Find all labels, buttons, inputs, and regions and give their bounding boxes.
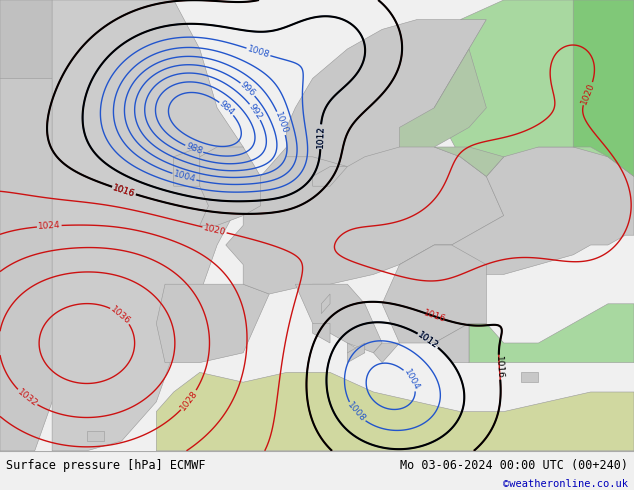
Polygon shape <box>434 0 634 176</box>
Polygon shape <box>287 20 486 167</box>
Text: 988: 988 <box>184 142 204 156</box>
Polygon shape <box>434 323 469 363</box>
Polygon shape <box>52 0 243 451</box>
Polygon shape <box>399 49 486 147</box>
Polygon shape <box>382 245 486 343</box>
Text: 1016: 1016 <box>112 183 136 198</box>
Text: 1024: 1024 <box>37 221 61 231</box>
Polygon shape <box>313 167 347 186</box>
Text: 1008: 1008 <box>346 401 367 424</box>
Text: 1036: 1036 <box>109 304 133 326</box>
Text: 1012: 1012 <box>316 125 325 148</box>
Polygon shape <box>295 284 382 353</box>
Polygon shape <box>321 294 330 314</box>
Polygon shape <box>521 372 538 382</box>
Text: Mo 03-06-2024 00:00 UTC (00+240): Mo 03-06-2024 00:00 UTC (00+240) <box>399 459 628 472</box>
Text: 1020: 1020 <box>202 223 227 237</box>
Polygon shape <box>313 323 330 343</box>
Polygon shape <box>399 147 634 274</box>
Polygon shape <box>226 127 504 294</box>
Polygon shape <box>157 284 269 363</box>
Polygon shape <box>174 147 200 186</box>
Text: 1016: 1016 <box>422 309 447 324</box>
Text: 992: 992 <box>247 102 264 122</box>
Text: 1032: 1032 <box>15 387 39 408</box>
Text: 1012: 1012 <box>416 330 440 350</box>
Text: 996: 996 <box>238 80 257 98</box>
Text: 1000: 1000 <box>273 111 290 136</box>
Text: 1004: 1004 <box>172 170 197 185</box>
Text: 1012: 1012 <box>316 125 325 148</box>
Text: 984: 984 <box>217 99 236 118</box>
Polygon shape <box>157 372 634 451</box>
Text: 1012: 1012 <box>416 330 440 350</box>
Text: 1020: 1020 <box>579 81 597 106</box>
Text: 1016: 1016 <box>494 355 505 379</box>
Polygon shape <box>373 343 399 363</box>
Text: 1008: 1008 <box>246 44 271 60</box>
Polygon shape <box>0 0 87 78</box>
Polygon shape <box>434 147 504 176</box>
Polygon shape <box>573 0 634 176</box>
Text: ©weatheronline.co.uk: ©weatheronline.co.uk <box>503 479 628 489</box>
Polygon shape <box>0 0 87 451</box>
Text: 1028: 1028 <box>179 389 200 412</box>
Polygon shape <box>469 304 634 363</box>
Text: 1016: 1016 <box>112 183 136 198</box>
Polygon shape <box>200 147 261 225</box>
Polygon shape <box>347 343 365 363</box>
Text: 1004: 1004 <box>402 368 421 392</box>
Polygon shape <box>87 431 104 441</box>
Text: Surface pressure [hPa] ECMWF: Surface pressure [hPa] ECMWF <box>6 459 206 472</box>
Polygon shape <box>347 343 365 353</box>
